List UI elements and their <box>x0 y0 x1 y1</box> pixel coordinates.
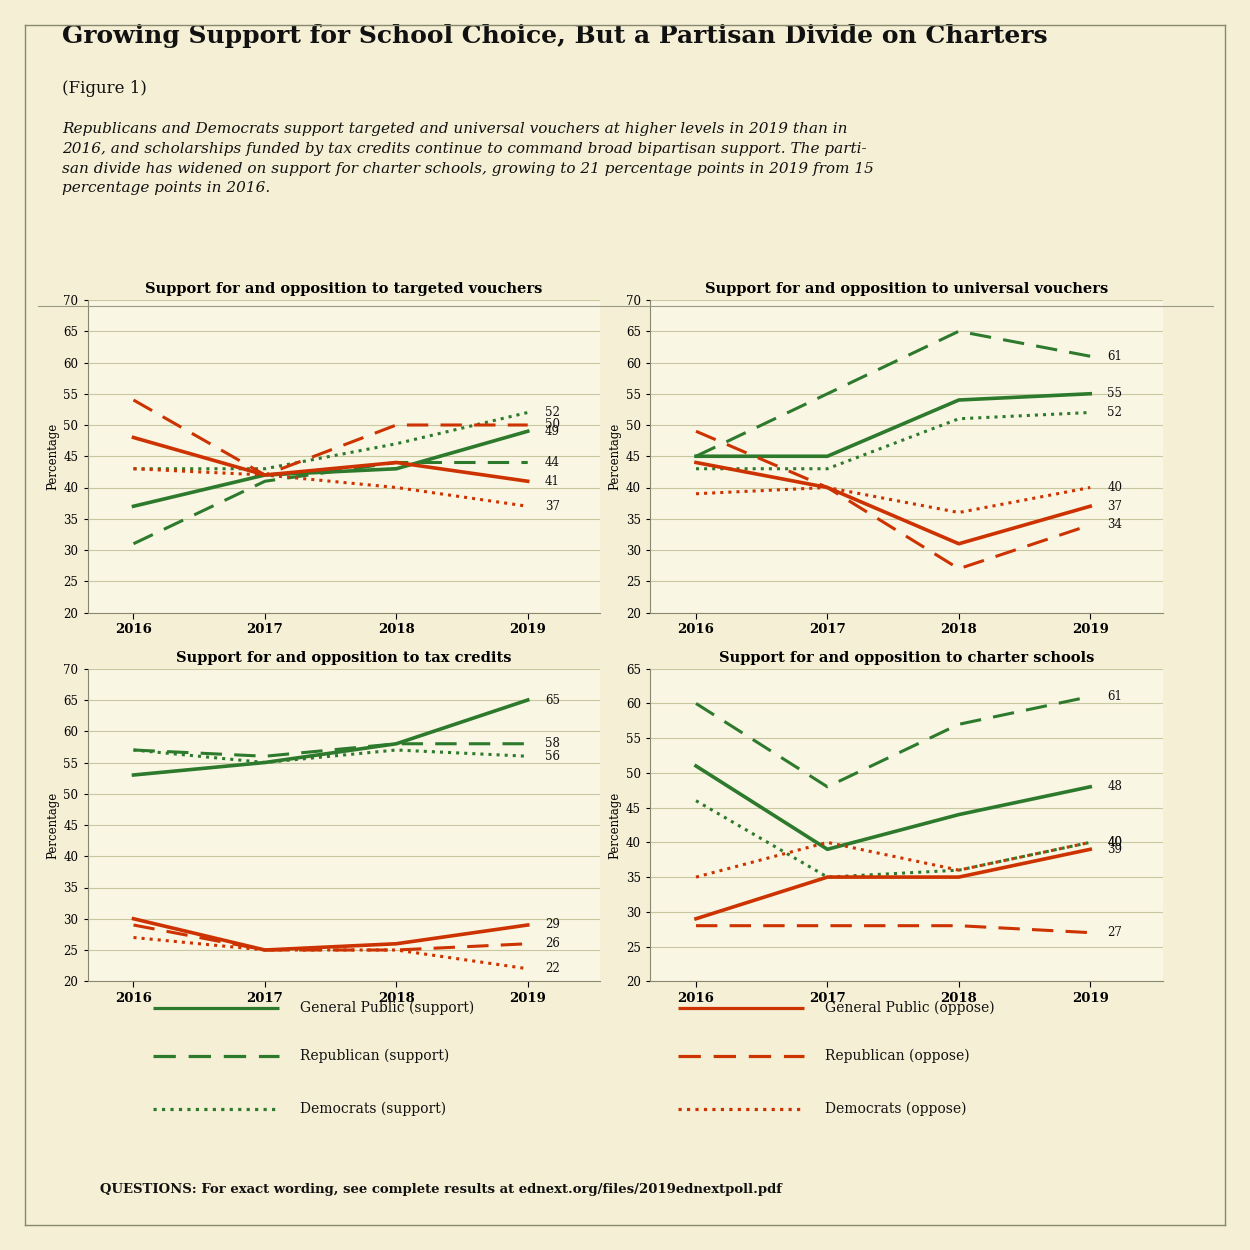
Text: Republican (oppose): Republican (oppose) <box>825 1049 969 1064</box>
Text: 37: 37 <box>545 500 560 512</box>
Text: Republicans and Democrats support targeted and universal vouchers at higher leve: Republicans and Democrats support target… <box>62 122 875 195</box>
Title: Support for and opposition to tax credits: Support for and opposition to tax credit… <box>176 651 511 665</box>
Text: 40: 40 <box>1108 836 1122 849</box>
Text: 40: 40 <box>1108 481 1122 494</box>
Text: 37: 37 <box>1108 500 1122 512</box>
Text: 48: 48 <box>1108 780 1122 794</box>
Text: (Figure 1): (Figure 1) <box>62 80 148 96</box>
Text: 29: 29 <box>545 919 560 931</box>
Text: 50: 50 <box>545 419 560 431</box>
Text: 61: 61 <box>1108 690 1122 703</box>
Text: Democrats (oppose): Democrats (oppose) <box>825 1101 966 1116</box>
Text: 56: 56 <box>545 750 560 762</box>
Title: Support for and opposition to charter schools: Support for and opposition to charter sc… <box>719 651 1094 665</box>
Y-axis label: Percentage: Percentage <box>609 422 621 490</box>
Title: Support for and opposition to universal vouchers: Support for and opposition to universal … <box>705 282 1108 296</box>
Y-axis label: Percentage: Percentage <box>609 791 621 859</box>
Text: 49: 49 <box>545 425 560 438</box>
Text: 52: 52 <box>1108 406 1122 419</box>
Text: 55: 55 <box>1108 388 1122 400</box>
Text: 61: 61 <box>1108 350 1122 362</box>
Text: 27: 27 <box>1108 926 1122 939</box>
Text: 40: 40 <box>1108 836 1122 849</box>
Y-axis label: Percentage: Percentage <box>46 791 59 859</box>
Text: 65: 65 <box>545 694 560 706</box>
Text: 39: 39 <box>1108 842 1122 856</box>
Title: Support for and opposition to targeted vouchers: Support for and opposition to targeted v… <box>145 282 542 296</box>
Text: 34: 34 <box>1108 519 1122 531</box>
Text: 58: 58 <box>545 738 560 750</box>
Text: 41: 41 <box>545 475 560 488</box>
Text: 44: 44 <box>545 456 560 469</box>
Text: 52: 52 <box>545 406 560 419</box>
Text: Republican (support): Republican (support) <box>300 1049 449 1064</box>
Text: QUESTIONS: For exact wording, see complete results at ednext.org/files/2019ednex: QUESTIONS: For exact wording, see comple… <box>100 1184 782 1196</box>
Text: 22: 22 <box>545 962 560 975</box>
Text: General Public (oppose): General Public (oppose) <box>825 1001 994 1015</box>
Text: 26: 26 <box>545 938 560 950</box>
Text: Democrats (support): Democrats (support) <box>300 1101 446 1116</box>
Text: General Public (support): General Public (support) <box>300 1001 474 1015</box>
Y-axis label: Percentage: Percentage <box>46 422 59 490</box>
Text: Growing Support for School Choice, But a Partisan Divide on Charters: Growing Support for School Choice, But a… <box>62 25 1048 49</box>
